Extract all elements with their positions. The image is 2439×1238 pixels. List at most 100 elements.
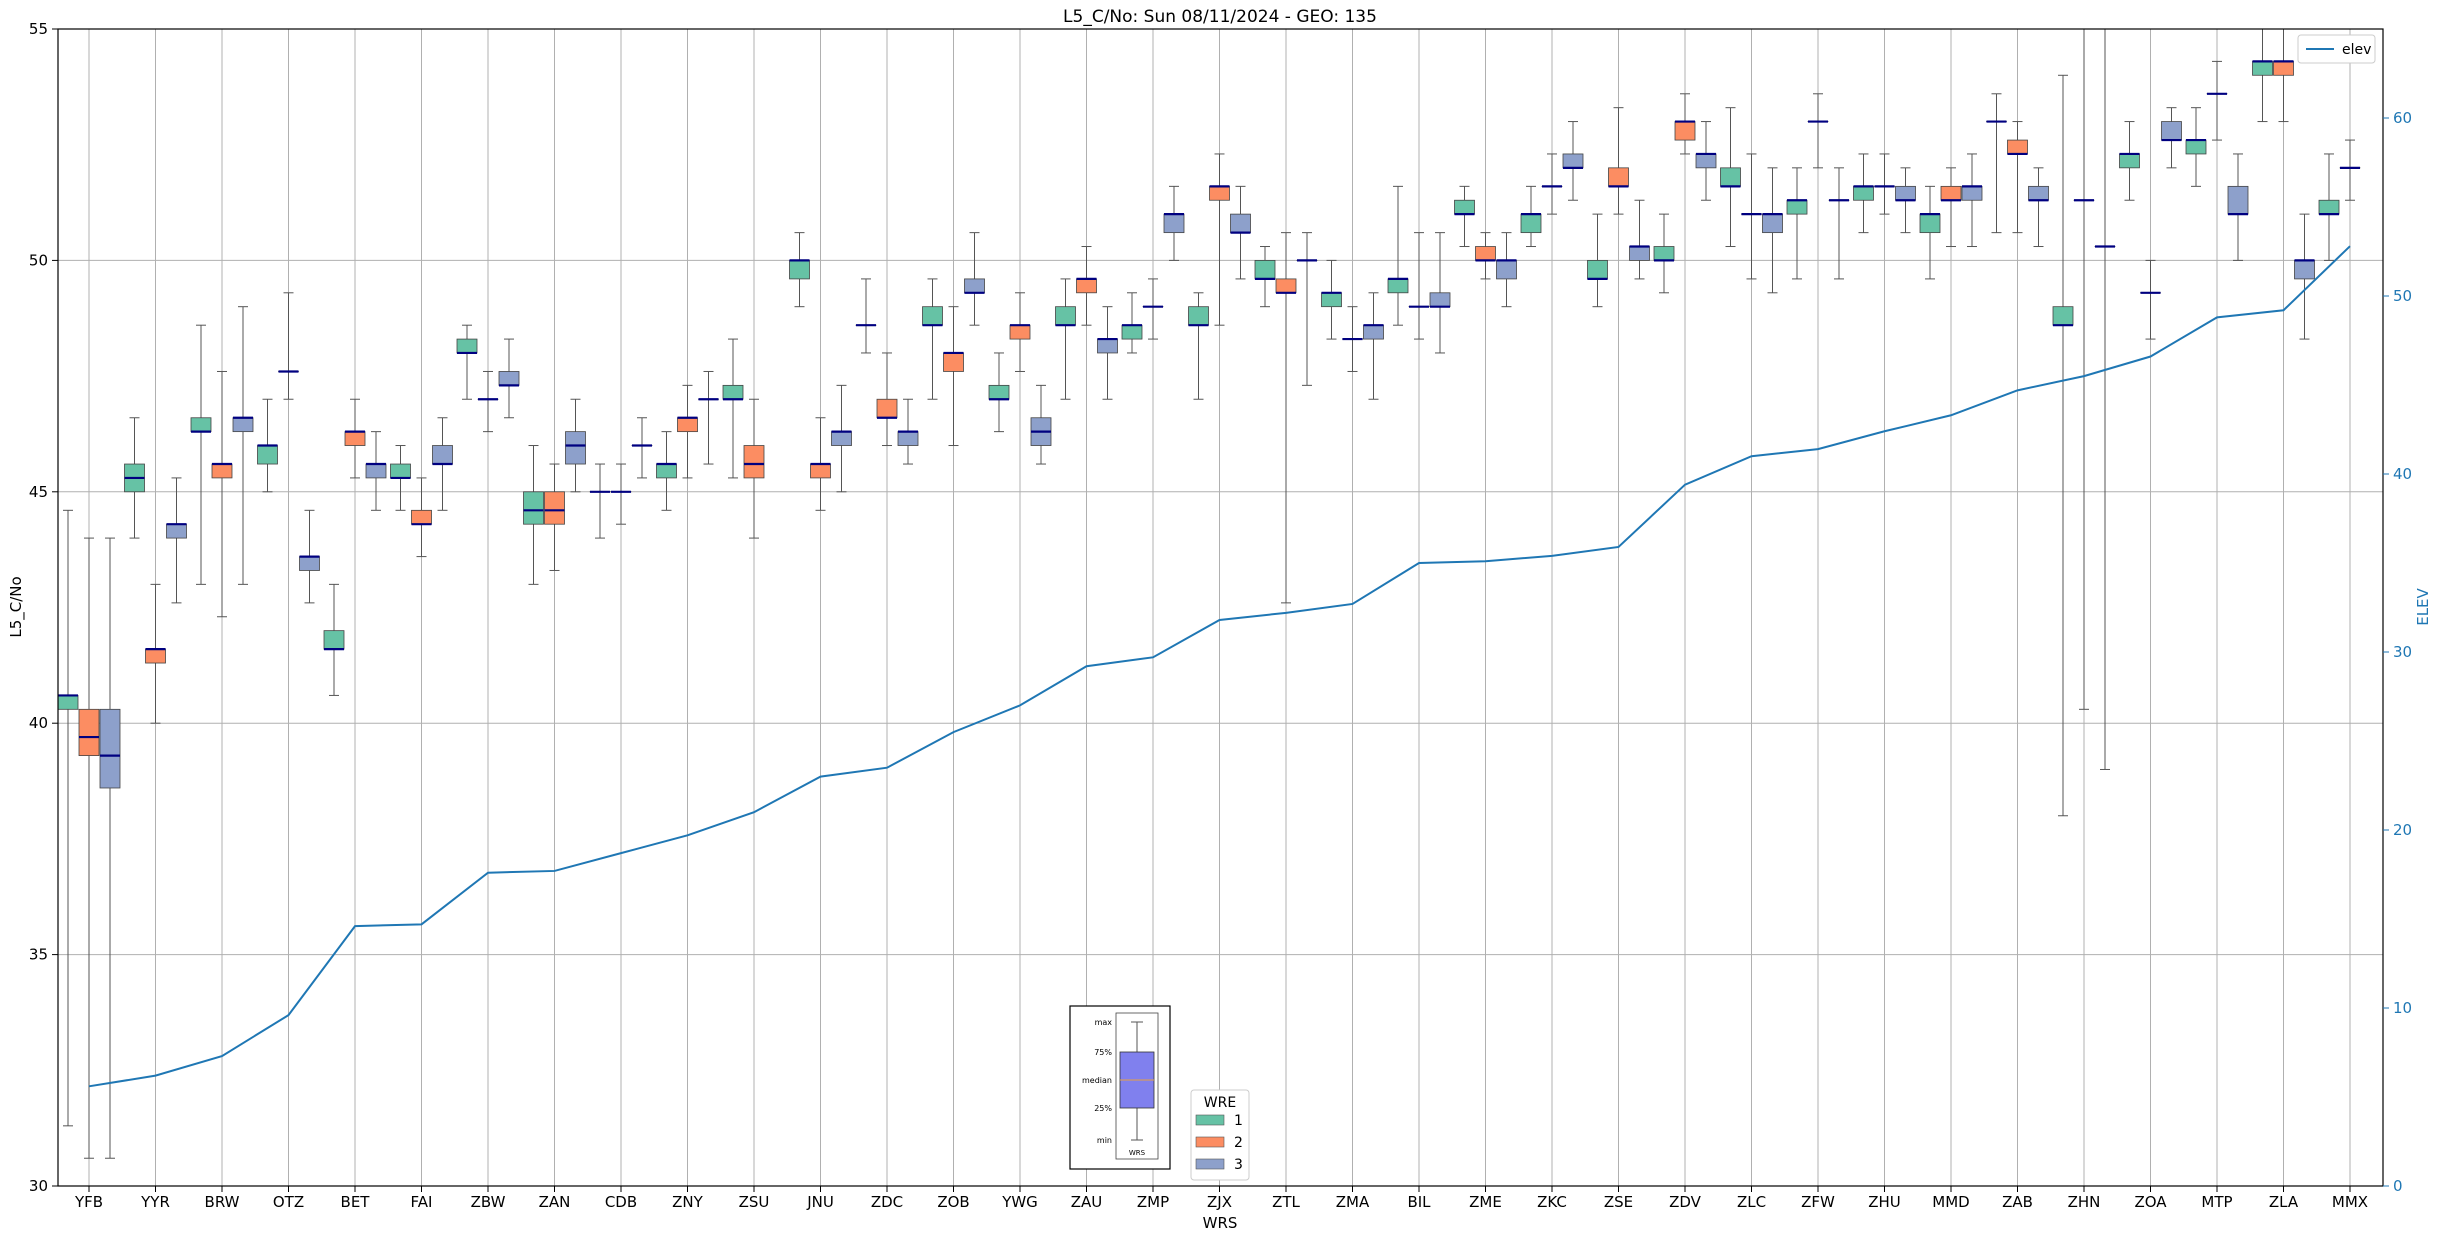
box-iqr — [1387, 278, 1409, 294]
key-max-label: max — [1095, 1018, 1113, 1027]
box-ZOA-wre2 — [2140, 259, 2161, 340]
box-iqr — [1720, 167, 1741, 187]
y-tick-label: 55 — [29, 20, 48, 38]
y2-axis-ticks: 0 10 20 30 40 50 60 — [2383, 109, 2412, 1195]
box-ZSE-wre2 — [1608, 107, 1629, 215]
box-iqr — [1629, 246, 1650, 261]
box-ZKC-wre2 — [1541, 153, 1563, 215]
box-ZLA-wre3 — [2294, 213, 2315, 340]
box-YFB-wre3 — [99, 537, 121, 1159]
box-iqr — [2273, 60, 2294, 76]
y2-tick-label: 40 — [2393, 465, 2412, 483]
box-iqr — [1275, 278, 1297, 294]
x-tick-label: ZLC — [1737, 1193, 1766, 1211]
box-ZDV-wre3 — [1695, 121, 1717, 201]
box-iqr — [1321, 292, 1342, 308]
box-ZLC-wre2 — [1741, 153, 1762, 280]
box-iqr — [897, 431, 919, 446]
box-ZLC-wre3 — [1762, 167, 1783, 294]
box-ZKC-wre1 — [1520, 185, 1542, 248]
box-iqr — [876, 398, 898, 419]
box-ZMA-wre3 — [1363, 292, 1384, 400]
x-tick-label: MMD — [1932, 1193, 1969, 1211]
box-ZHN-wre1 — [2052, 74, 2074, 817]
x-tick-label: ZAN — [539, 1193, 571, 1211]
box-ZTL-wre1 — [1254, 246, 1276, 308]
box-plots — [57, 28, 2361, 1159]
x-tick-label: OTZ — [273, 1193, 304, 1211]
x-tick-label: CDB — [605, 1193, 637, 1211]
key-q3-label: 75% — [1094, 1048, 1112, 1057]
box-iqr — [1762, 213, 1783, 234]
box-iqr — [299, 556, 320, 571]
box-iqr — [1188, 306, 1209, 326]
box-ZDV-wre2 — [1674, 93, 1696, 155]
box-ZOB-wre2 — [943, 306, 964, 447]
box-iqr — [1363, 324, 1384, 340]
x-axis-ticks: YFB YYR BRW OTZ BET FAI ZBW ZAN CDB ZNY ZSU JNU ZDC Z… — [74, 1186, 2368, 1211]
box-ZBW-wre1 — [456, 324, 478, 400]
x-axis-label: WRS — [1203, 1214, 1238, 1232]
box-BIL-wre3 — [1429, 232, 1451, 354]
box-ZBW-wre3 — [498, 338, 520, 419]
box-iqr — [1695, 153, 1717, 169]
box-iqr — [232, 417, 254, 433]
box-MMD-wre2 — [1940, 167, 1962, 248]
box-YWG-wre2 — [1009, 292, 1031, 372]
box-iqr — [988, 384, 1010, 400]
box-ZNY-wre3 — [698, 370, 719, 465]
box-iqr — [1429, 292, 1451, 308]
box-CDB-wre3 — [631, 417, 653, 479]
box-iqr — [922, 306, 943, 326]
box-ZDV-wre1 — [1653, 213, 1675, 294]
box-iqr — [411, 509, 432, 525]
box-ZAB-wre2 — [2007, 121, 2028, 234]
box-iqr — [390, 463, 411, 479]
box-ZLC-wre1 — [1720, 107, 1741, 248]
box-iqr — [1853, 185, 1874, 201]
box-iqr — [323, 630, 345, 650]
x-tick-label: ZOA — [2134, 1193, 2167, 1211]
box-ZFW-wre2 — [1807, 93, 1829, 169]
box-iqr — [166, 523, 187, 539]
wre-legend: WRE 1 2 3 — [1190, 1089, 1250, 1181]
box-iqr — [1121, 324, 1143, 340]
box-iqr — [831, 431, 852, 446]
key-q1-label: 25% — [1094, 1104, 1112, 1113]
box-BRW-wre2 — [211, 370, 233, 618]
box-CDB-wre2 — [610, 463, 632, 525]
key-median-label: median — [1082, 1076, 1112, 1085]
box-iqr — [964, 278, 985, 294]
box-FAI-wre1 — [390, 445, 411, 511]
x-tick-label: BRW — [205, 1193, 240, 1211]
key-min-label: min — [1097, 1136, 1112, 1145]
x-tick-label: ZDV — [1669, 1193, 1702, 1211]
box-YYR-wre2 — [145, 583, 166, 724]
box-ZME-wre2 — [1475, 232, 1496, 280]
box-ZOB-wre3 — [964, 232, 985, 326]
box-ZSE-wre1 — [1587, 213, 1608, 308]
x-tick-label: ZLA — [2269, 1193, 2299, 1211]
box-ZJX-wre3 — [1230, 185, 1251, 280]
box-ZHU-wre2 — [1874, 153, 1895, 215]
box-ZSE-wre3 — [1629, 199, 1650, 280]
box-BET-wre1 — [323, 583, 345, 696]
box-iqr — [1919, 213, 1941, 234]
x-tick-label: BIL — [1407, 1193, 1431, 1211]
x-tick-label: ZKC — [1537, 1193, 1567, 1211]
box-OTZ-wre2 — [278, 292, 299, 400]
box-ZMA-wre1 — [1321, 259, 1342, 340]
box-iqr — [1520, 213, 1542, 234]
y2-tick-label: 20 — [2393, 821, 2412, 839]
x-tick-label: ZOB — [937, 1193, 969, 1211]
box-iqr — [2119, 153, 2140, 169]
key-wrs-label: WRS — [1129, 1149, 1146, 1157]
box-BET-wre2 — [344, 398, 366, 479]
box-ZMP-wre1 — [1121, 292, 1143, 354]
box-iqr — [1587, 259, 1608, 280]
box-ZTL-wre2 — [1275, 232, 1297, 604]
elev-line — [88, 245, 2351, 1088]
box-iqr — [1475, 246, 1496, 261]
box-iqr — [57, 695, 79, 710]
